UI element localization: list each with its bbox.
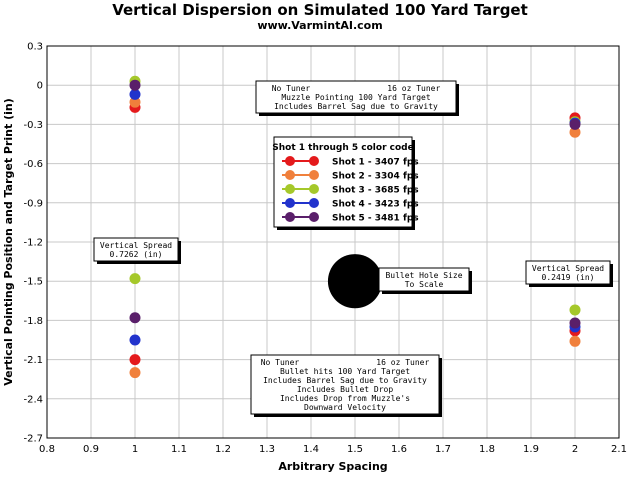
legend-title: Shot 1 through 5 color code — [272, 143, 413, 153]
x-tick-label: 1.7 — [435, 444, 451, 455]
data-point — [129, 367, 141, 379]
x-tick-label: 1.1 — [171, 444, 187, 455]
data-point — [129, 96, 141, 108]
note-line: Includes Barrel Sag due to Gravity — [263, 376, 427, 385]
data-point — [569, 118, 581, 130]
x-tick-label: 1.3 — [259, 444, 275, 455]
legend-label: Shot 2 - 3304 fps — [332, 172, 419, 182]
chart-subtitle: www.VarmintAI.com — [257, 19, 382, 32]
data-point — [129, 334, 141, 346]
note-line: Vertical Spread — [100, 241, 172, 250]
bullet-hole-mark — [327, 254, 383, 309]
data-point — [129, 88, 141, 100]
note-line: 0.7262 (in) — [110, 250, 163, 259]
x-tick-label: 0.9 — [83, 444, 99, 455]
legend-marker — [309, 156, 319, 166]
legend-box — [273, 136, 413, 228]
note-box — [525, 260, 611, 285]
legend-label: Shot 1 - 3407 fps — [332, 158, 419, 168]
note-line: 0.2419 (in) — [542, 273, 595, 282]
x-tick-label: 1.8 — [479, 444, 495, 455]
note-line: Includes Drop from Muzzle's — [280, 394, 410, 403]
plot-border — [46, 45, 620, 439]
note-line: Bullet Hole Size — [385, 271, 462, 280]
note-line: No Tuner 16 oz Tuner — [272, 84, 441, 93]
note-line: Includes Bullet Drop — [297, 385, 394, 394]
data-point — [129, 79, 141, 91]
y-tick-label: -1.5 — [23, 277, 43, 288]
legend-label: Shot 3 - 3685 fps — [332, 186, 419, 196]
data-point — [569, 304, 581, 316]
note-line: Downward Velocity — [304, 403, 386, 412]
note-box — [255, 80, 457, 114]
y-tick-label: 0 — [37, 81, 43, 92]
data-point — [129, 273, 141, 285]
y-tick-label: -2.4 — [23, 394, 43, 405]
chart-title: Vertical Dispersion on Simulated 100 Yar… — [112, 1, 528, 19]
note-box — [378, 267, 470, 292]
note-line: Bullet hits 100 Yard Target — [280, 367, 410, 376]
legend-marker — [285, 212, 295, 222]
data-point — [569, 126, 581, 138]
y-tick-label: -0.6 — [23, 159, 43, 170]
legend-label: Shot 5 - 3481 fps — [332, 214, 419, 224]
y-tick-label: -2.1 — [23, 355, 43, 366]
legend-marker — [285, 156, 295, 166]
y-axis-label: Vertical Pointing Position and Target Pr… — [2, 98, 15, 385]
legend-marker — [285, 198, 295, 208]
legend-marker — [309, 212, 319, 222]
note-line: Muzzle Pointing 100 Yard Target — [281, 93, 430, 102]
note-line: No Tuner 16 oz Tuner — [261, 358, 430, 367]
legend-marker — [285, 184, 295, 194]
x-tick-label: 1.9 — [523, 444, 539, 455]
legend: Shot 1 through 5 color code Shot 1 - 3407… — [272, 136, 419, 230]
legend-label: Shot 4 - 3423 fps — [332, 200, 419, 210]
note-line: To Scale — [405, 280, 444, 289]
y-tick-label: -1.8 — [23, 316, 43, 327]
x-tick-label: 2.1 — [611, 444, 627, 455]
legend-marker — [309, 184, 319, 194]
y-tick-label: -0.9 — [23, 198, 43, 209]
x-tick-label: 1.6 — [391, 444, 407, 455]
data-point — [569, 317, 581, 329]
x-tick-label: 1.4 — [303, 444, 319, 455]
bullet-hole — [327, 254, 383, 309]
legend-marker — [285, 170, 295, 180]
x-tick-label: 1 — [132, 444, 138, 455]
y-tick-label: -2.7 — [23, 434, 43, 445]
x-tick-label: 1.5 — [347, 444, 363, 455]
data-points — [129, 75, 581, 379]
y-tick-label: 0.3 — [27, 42, 43, 53]
legend-marker — [309, 170, 319, 180]
legend-marker — [309, 198, 319, 208]
data-point — [129, 354, 141, 366]
note-line: Includes Barrel Sag due to Gravity — [274, 102, 438, 111]
x-tick-label: 0.8 — [39, 444, 55, 455]
note-box — [250, 354, 440, 415]
y-tick-label: -1.2 — [23, 238, 43, 249]
data-point — [569, 335, 581, 347]
note-line: Vertical Spread — [532, 264, 604, 273]
tick-labels: 0.8 0.9 1 1.1 1.2 1.3 1.4 1.5 1.6 1.7 1.8 1.9 2 2.1 0.… — [23, 42, 626, 456]
note-box — [93, 237, 179, 262]
y-tick-label: -0.3 — [23, 120, 43, 131]
x-tick-label: 2 — [572, 444, 578, 455]
x-tick-label: 1.2 — [215, 444, 231, 455]
data-point — [129, 312, 141, 324]
x-axis-label: Arbitrary Spacing — [278, 460, 387, 473]
